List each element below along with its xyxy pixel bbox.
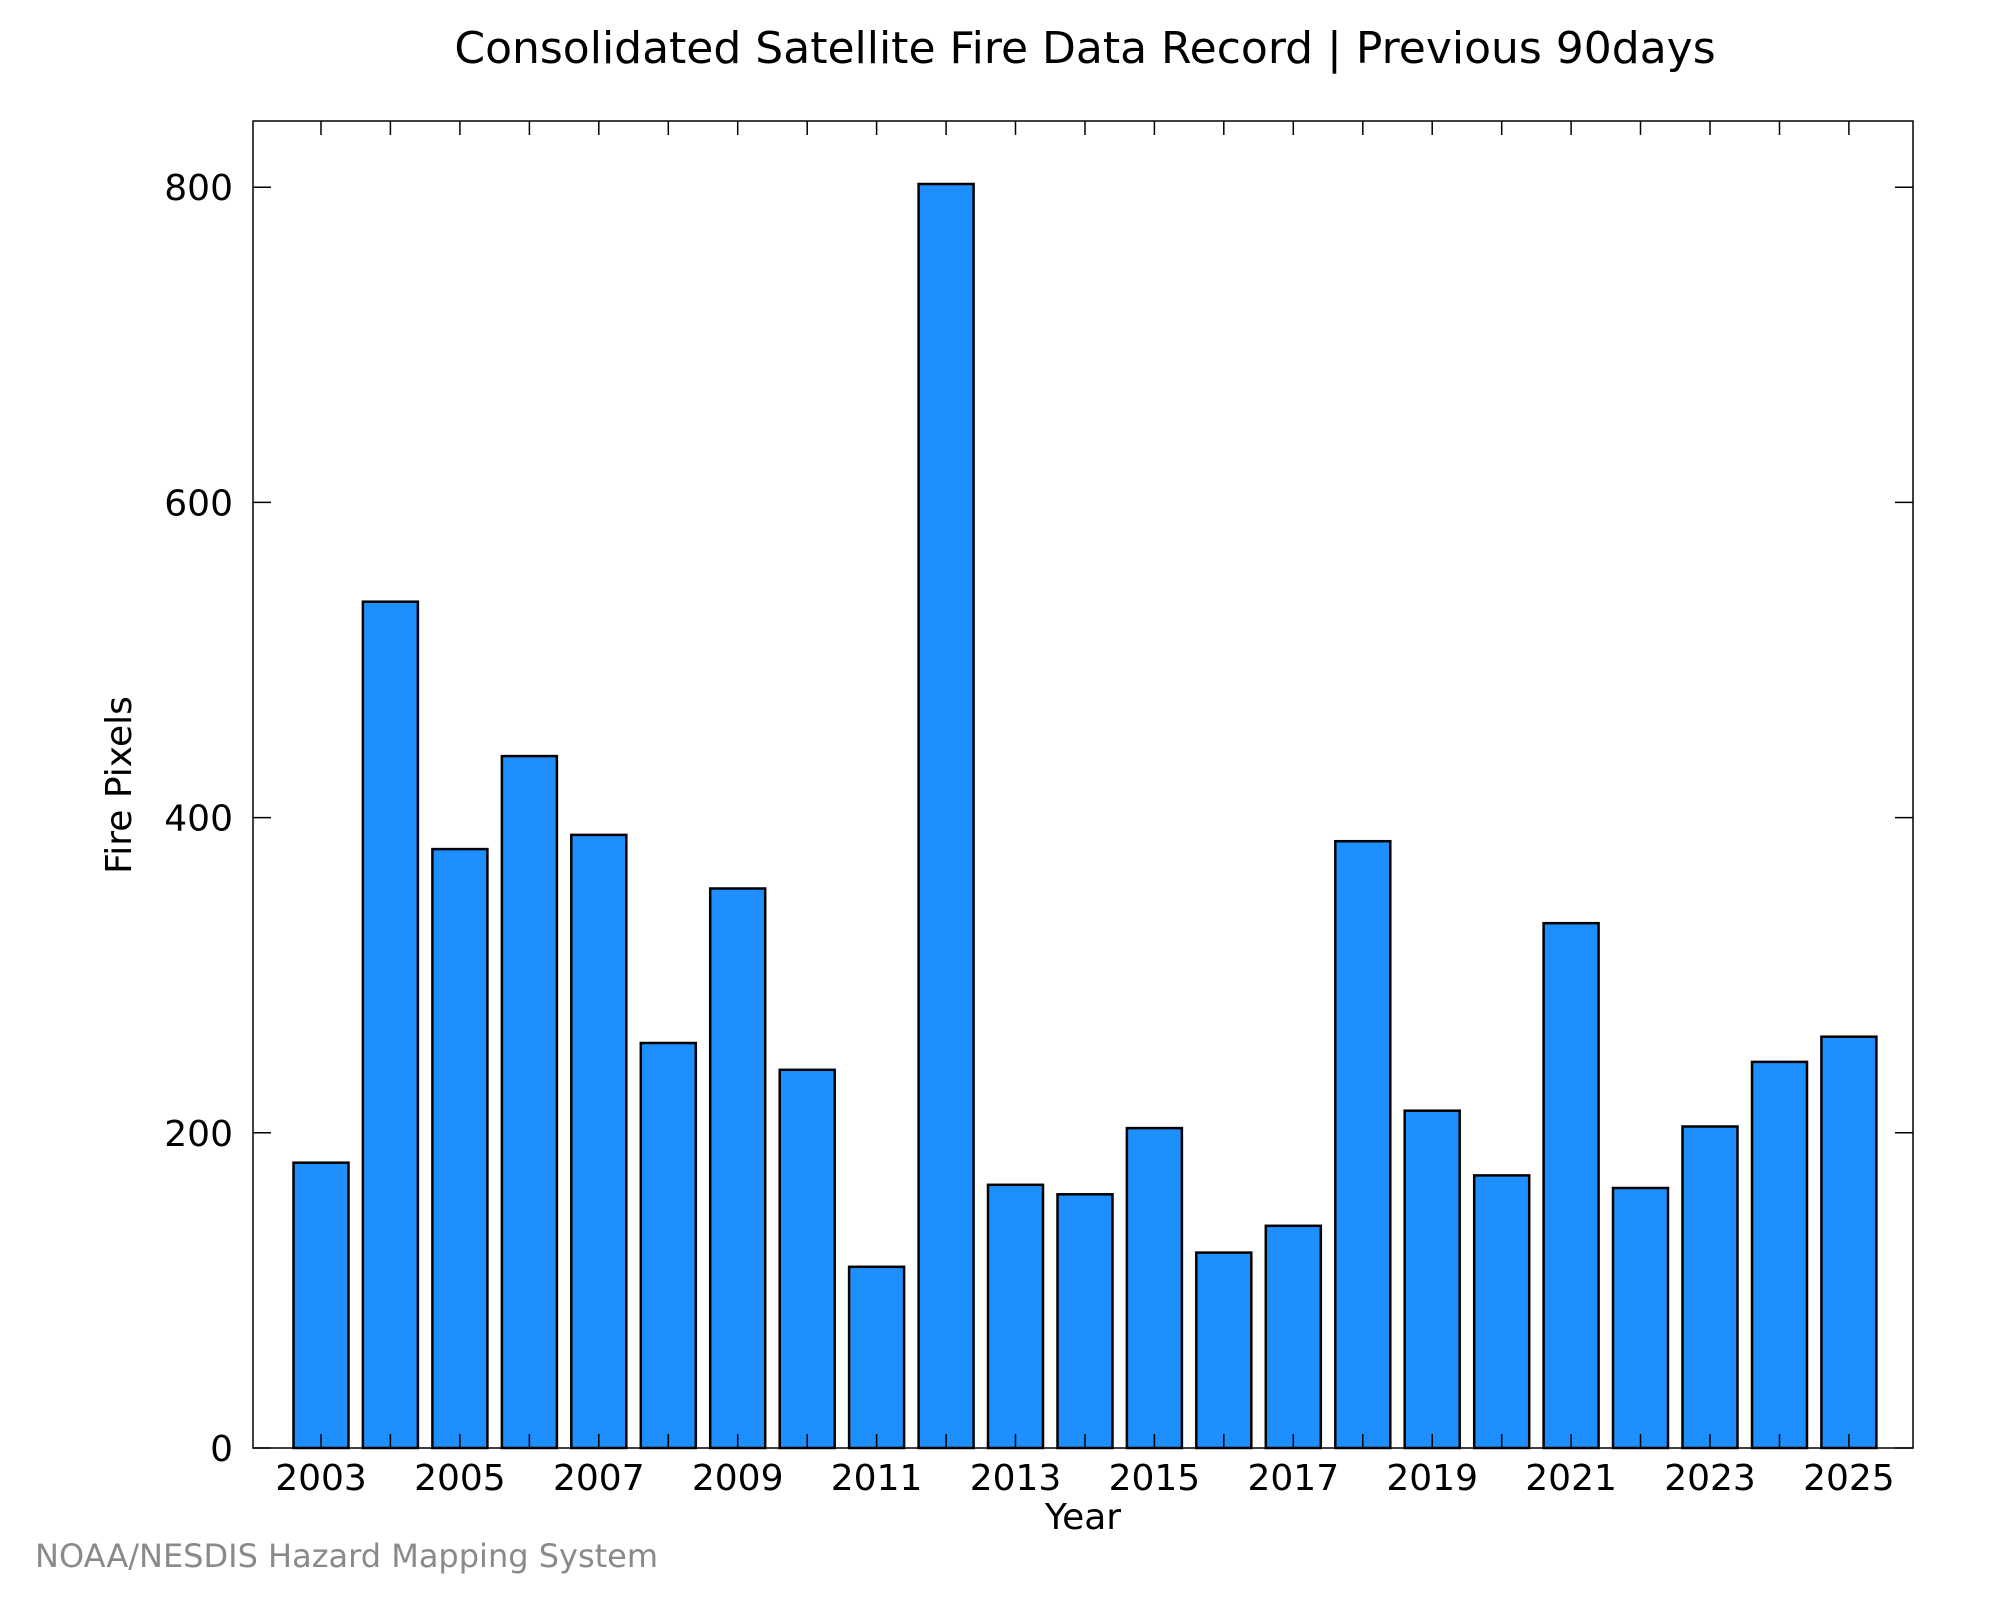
- source-credit: NOAA/NESDIS Hazard Mapping System: [35, 1537, 659, 1575]
- x-axis-ticks: 2003 2005 2007 2009 2011 2013 2015 2017 2019 2021…: [275, 121, 1895, 1499]
- bar-2012: [917, 182, 975, 1450]
- bar-2007: [570, 833, 628, 1450]
- x-tick-label-2011: 2011: [831, 1458, 923, 1499]
- bar-2006: [500, 754, 559, 1450]
- bar-2021: [1542, 921, 1600, 1450]
- x-tick-label-2003: 2003: [275, 1458, 367, 1499]
- bar-2011: [847, 1265, 906, 1450]
- bar-2015: [1125, 1126, 1184, 1450]
- y-tick-label-400: 400: [164, 799, 233, 840]
- bar-2022: [1611, 1186, 1670, 1450]
- bar-2013: [986, 1183, 1045, 1450]
- y-tick-label-200: 200: [164, 1114, 233, 1155]
- x-tick-label-2023: 2023: [1664, 1458, 1756, 1499]
- bar-2008: [639, 1041, 698, 1450]
- bar-2009: [708, 887, 767, 1450]
- y-axis-label: Fire Pixels: [99, 696, 140, 874]
- x-tick-label-2017: 2017: [1247, 1458, 1339, 1499]
- bar-2017: [1264, 1224, 1323, 1450]
- y-tick-label-0: 0: [210, 1429, 233, 1470]
- bar-2004: [361, 600, 420, 1450]
- x-tick-label-2009: 2009: [692, 1458, 784, 1499]
- y-tick-label-600: 600: [164, 483, 233, 524]
- bar-2023: [1681, 1125, 1739, 1450]
- x-tick-label-2013: 2013: [970, 1458, 1062, 1499]
- x-tick-label-2005: 2005: [414, 1458, 506, 1499]
- bar-2014: [1056, 1193, 1114, 1450]
- bar-2019: [1403, 1109, 1461, 1450]
- bar-2024: [1750, 1060, 1809, 1450]
- x-tick-label-2019: 2019: [1386, 1458, 1478, 1499]
- x-tick-label-2007: 2007: [553, 1458, 645, 1499]
- bar-2005: [431, 847, 489, 1450]
- bar-2018: [1334, 839, 1392, 1450]
- bar-2010: [778, 1068, 836, 1450]
- bars-layer: [292, 182, 1878, 1450]
- x-tick-label-2025: 2025: [1803, 1458, 1895, 1499]
- bar-2020: [1472, 1174, 1531, 1450]
- bar-2025: [1820, 1035, 1878, 1450]
- y-axis-ticks: 0 200 400 600 800: [164, 168, 1913, 1470]
- chart-title: Consolidated Satellite Fire Data Record …: [454, 23, 1715, 74]
- y-tick-label-800: 800: [164, 168, 233, 209]
- x-tick-label-2021: 2021: [1525, 1458, 1617, 1499]
- bar-2003: [292, 1161, 350, 1450]
- x-axis-label: Year: [1044, 1497, 1121, 1538]
- bar-2016: [1195, 1251, 1253, 1450]
- x-tick-label-2015: 2015: [1109, 1458, 1201, 1499]
